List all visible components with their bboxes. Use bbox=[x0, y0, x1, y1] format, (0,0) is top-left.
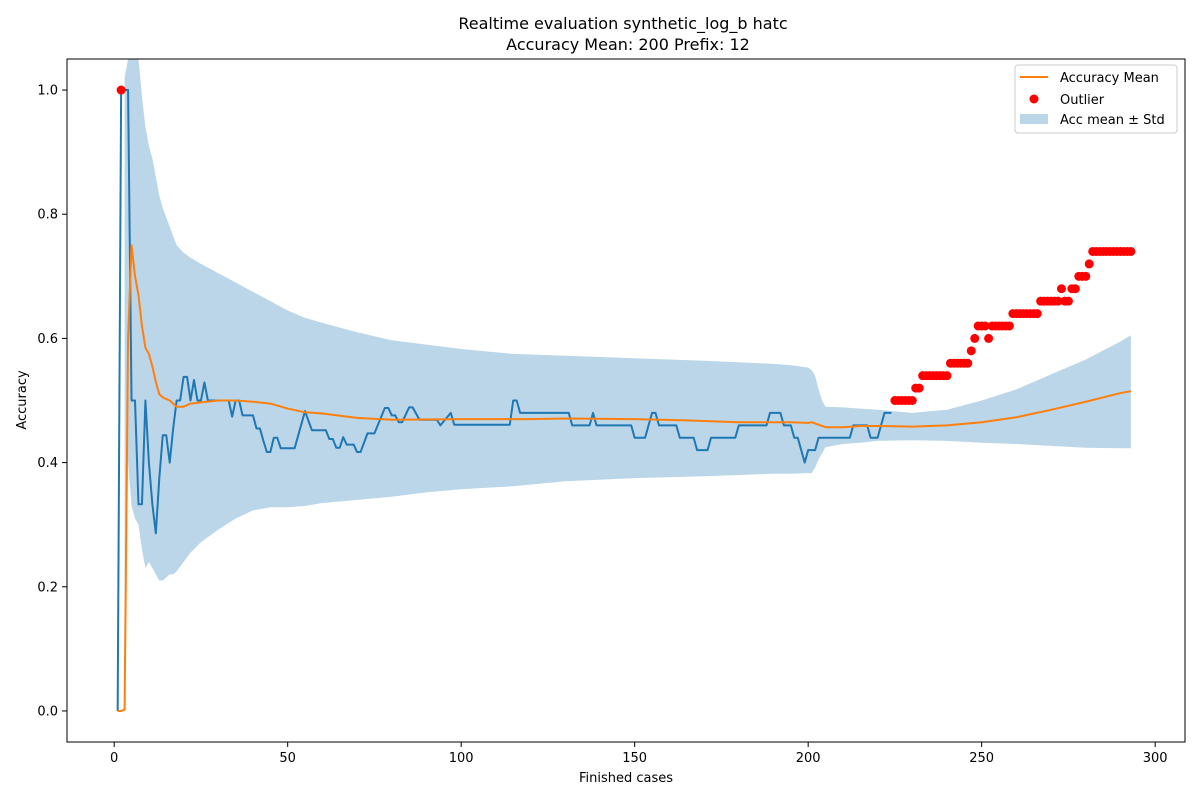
legend-label-band: Acc mean ± Std bbox=[1060, 113, 1165, 128]
x-tick-label: 300 bbox=[1143, 751, 1168, 766]
legend-band-swatch bbox=[1020, 114, 1048, 124]
outlier-point bbox=[1126, 246, 1136, 256]
x-tick-label: 150 bbox=[622, 751, 647, 766]
y-axis-label: Accuracy bbox=[15, 370, 30, 430]
outlier-point bbox=[1081, 271, 1091, 281]
outlier-point bbox=[1056, 284, 1066, 294]
outlier-point bbox=[963, 358, 973, 368]
x-axis-label: Finished cases bbox=[579, 771, 673, 786]
outlier-layer bbox=[116, 85, 1136, 405]
legend-outlier-swatch bbox=[1029, 94, 1039, 104]
outlier-point bbox=[1063, 296, 1073, 306]
std-band-layer bbox=[124, 59, 1131, 724]
outlier-point bbox=[1004, 321, 1014, 331]
series-layer bbox=[116, 89, 1132, 712]
outlier-point bbox=[116, 85, 126, 95]
legend-label-outlier: Outlier bbox=[1060, 93, 1105, 108]
accuracy-line bbox=[116, 89, 892, 711]
outlier-point bbox=[1084, 259, 1094, 269]
outlier-point bbox=[970, 333, 980, 343]
accuracy-mean-line bbox=[117, 244, 1132, 712]
legend: Accuracy Mean Outlier Acc mean ± Std bbox=[1014, 64, 1178, 134]
outlier-point bbox=[942, 371, 952, 381]
std-band bbox=[124, 59, 1131, 724]
outlier-point bbox=[907, 396, 917, 405]
y-tick-label: 0.4 bbox=[37, 456, 58, 471]
y-tick-label: 0.0 bbox=[37, 704, 58, 719]
x-tick-label: 200 bbox=[796, 751, 821, 766]
y-tick-label: 0.8 bbox=[37, 208, 58, 223]
outlier-point bbox=[980, 321, 990, 331]
outlier-point bbox=[984, 333, 994, 343]
x-tick-label: 100 bbox=[449, 751, 474, 766]
outlier-point bbox=[966, 346, 976, 356]
x-axis-ticks: 0 50 100 150 200 250 300 bbox=[110, 742, 1168, 766]
legend-box bbox=[1014, 64, 1178, 134]
legend-label-mean: Accuracy Mean bbox=[1060, 71, 1159, 86]
y-tick-label: 0.2 bbox=[37, 580, 58, 595]
x-tick-label: 250 bbox=[969, 751, 994, 766]
y-tick-label: 1.0 bbox=[37, 84, 58, 99]
outlier-point bbox=[1032, 309, 1042, 319]
y-axis-ticks: 0.0 0.2 0.4 0.6 0.8 1.0 bbox=[37, 84, 67, 719]
outlier-point bbox=[1070, 284, 1080, 294]
chart-subtitle: Accuracy Mean: 200 Prefix: 12 bbox=[506, 35, 750, 54]
x-tick-label: 50 bbox=[279, 751, 296, 766]
x-tick-label: 0 bbox=[110, 751, 118, 766]
plot-frame bbox=[66, 58, 1186, 743]
outlier-point bbox=[914, 383, 924, 393]
y-tick-label: 0.6 bbox=[37, 332, 58, 347]
outlier-point bbox=[1053, 296, 1063, 306]
chart-title: Realtime evaluation synthetic_log_b hatc bbox=[458, 14, 787, 34]
